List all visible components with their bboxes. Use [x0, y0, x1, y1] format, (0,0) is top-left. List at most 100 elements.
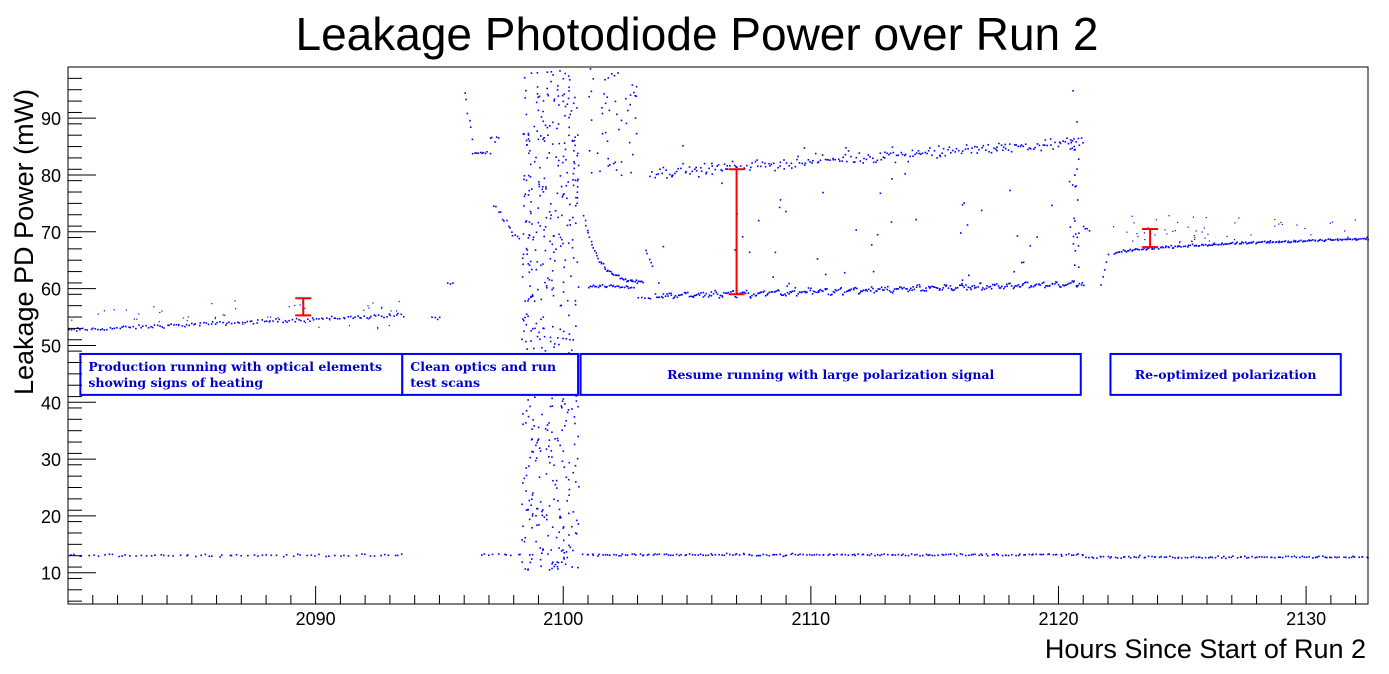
data-point — [200, 554, 202, 557]
data-point — [943, 284, 946, 286]
data-point — [573, 150, 575, 152]
data-point — [1109, 557, 1111, 559]
data-point — [938, 289, 941, 292]
data-point — [339, 317, 341, 320]
x-axis-ticks: 2090 2100 2110 2120 2130 — [92, 586, 1357, 629]
data-point — [996, 149, 998, 152]
data-point — [1062, 140, 1064, 142]
data-point — [577, 178, 579, 181]
data-point — [575, 395, 577, 397]
data-point — [111, 553, 114, 556]
data-point — [178, 323, 180, 326]
data-point — [528, 465, 530, 467]
data-point — [635, 279, 638, 281]
data-point — [178, 325, 180, 327]
data-point — [1009, 282, 1011, 285]
data-point — [535, 322, 538, 325]
data-point — [999, 287, 1002, 289]
data-point — [551, 243, 554, 246]
data-point — [712, 292, 715, 295]
data-point — [136, 318, 138, 320]
data-point — [568, 488, 571, 491]
data-point — [1195, 556, 1198, 559]
data-point — [369, 555, 372, 557]
data-point — [531, 558, 533, 560]
data-point — [1339, 238, 1341, 241]
data-point — [1240, 556, 1242, 558]
data-point — [774, 290, 776, 293]
data-point — [568, 494, 570, 496]
data-point — [1244, 555, 1246, 558]
data-point — [936, 157, 938, 159]
data-point — [833, 291, 836, 294]
data-point — [910, 553, 913, 555]
data-point — [545, 188, 547, 190]
data-point — [546, 157, 549, 159]
data-point — [328, 555, 330, 557]
data-point — [1296, 241, 1299, 243]
data-point — [568, 314, 570, 317]
data-point — [809, 289, 812, 292]
data-point — [542, 548, 544, 550]
data-point — [522, 253, 525, 256]
data-point — [931, 285, 933, 288]
data-point — [284, 320, 287, 322]
data-point — [521, 276, 524, 278]
data-point — [765, 554, 768, 556]
data-point — [933, 286, 936, 288]
data-point — [764, 165, 767, 168]
data-point — [868, 554, 871, 557]
data-point — [568, 126, 570, 129]
data-point — [655, 173, 658, 176]
data-point — [1017, 554, 1020, 557]
data-point — [558, 233, 560, 236]
data-point — [798, 291, 801, 293]
data-point — [1073, 138, 1075, 140]
data-point — [184, 325, 186, 328]
data-point — [581, 553, 584, 556]
data-point — [1208, 244, 1210, 246]
data-point — [542, 263, 544, 265]
data-point — [1140, 248, 1143, 251]
data-point — [1256, 241, 1258, 244]
data-point — [557, 123, 560, 125]
data-point — [536, 130, 538, 132]
data-point — [1071, 554, 1073, 556]
data-point — [892, 553, 894, 556]
data-point — [875, 161, 877, 163]
data-point — [565, 420, 567, 422]
data-point — [508, 225, 510, 228]
data-point — [1124, 250, 1126, 252]
data-point — [533, 300, 536, 302]
data-point — [821, 154, 824, 156]
data-point — [1058, 141, 1061, 143]
data-point — [529, 176, 532, 178]
data-point — [133, 318, 135, 320]
data-point — [741, 291, 744, 294]
data-point — [588, 150, 591, 152]
data-point — [99, 329, 102, 331]
data-point — [367, 305, 369, 307]
data-point — [979, 282, 982, 284]
data-point — [734, 553, 737, 556]
data-point — [931, 554, 933, 557]
data-point — [557, 337, 559, 339]
data-point — [543, 140, 546, 142]
data-point — [1228, 242, 1231, 245]
data-point — [573, 162, 576, 165]
data-point — [544, 124, 547, 127]
data-point — [1073, 145, 1075, 148]
data-point — [234, 300, 236, 302]
data-point — [796, 158, 798, 161]
data-point — [1078, 282, 1081, 285]
data-point — [554, 438, 556, 440]
data-point — [1347, 237, 1349, 239]
data-point — [1024, 554, 1026, 556]
data-point — [960, 232, 962, 234]
data-point — [548, 456, 550, 458]
data-point — [503, 220, 505, 222]
data-point — [556, 127, 558, 130]
data-point — [539, 450, 542, 452]
data-point — [564, 148, 567, 151]
data-point — [1139, 554, 1141, 557]
